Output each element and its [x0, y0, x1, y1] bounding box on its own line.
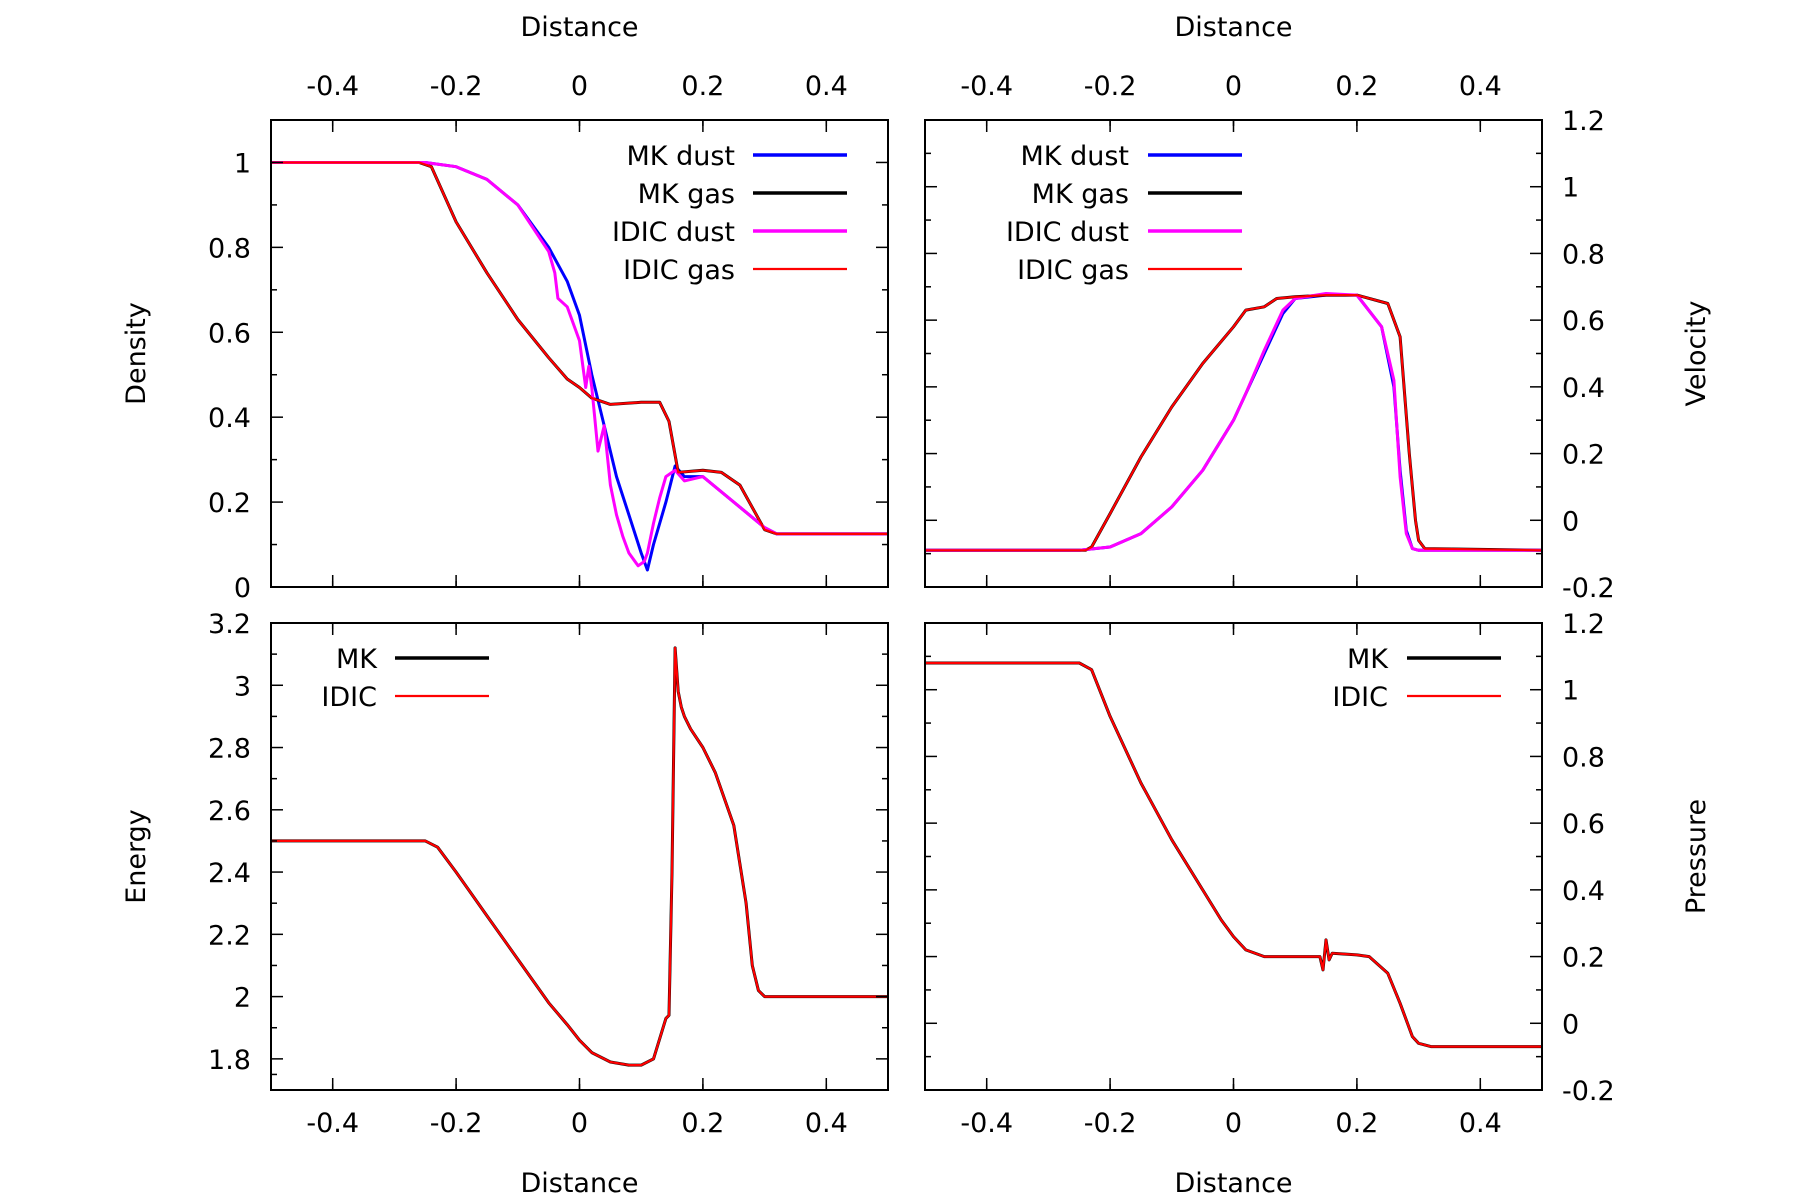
legend: MK dust MK gas IDIC dust IDIC gas — [1006, 141, 1242, 286]
series-line-idic — [271, 646, 888, 1067]
y-tick-label: 1.2 — [1562, 609, 1605, 640]
x-tick-label: -0.4 — [306, 71, 359, 102]
y-tick-label: 3.2 — [208, 609, 251, 640]
plot-frame — [924, 622, 1543, 1091]
series-line-mk-dust — [271, 161, 888, 572]
series-group — [925, 661, 1542, 1049]
y-tick-label: 1 — [1562, 173, 1579, 204]
x-tick-label: 0.2 — [1335, 71, 1378, 102]
y-axis-title: Density — [121, 302, 152, 405]
x-tick-label: 0.4 — [805, 1108, 848, 1139]
legend-label: IDIC gas — [1017, 255, 1129, 286]
y-tick-label: 2.4 — [208, 858, 251, 889]
panel-density: -0.4 -0.2 0 0.2 0.4 0 0.2 0.4 0.6 0.8 1 Distance Den… — [121, 12, 889, 604]
legend-label: MK dust — [1021, 141, 1130, 172]
panel-energy: -0.4 -0.2 0 0.2 0.4 1.8 2 2.2 2.4 2.6 2.8 3 3.2 Dista… — [121, 609, 889, 1199]
legend: MK IDIC — [1332, 644, 1501, 713]
series-line-idic-dust — [271, 161, 888, 568]
x-axis-title: Distance — [520, 1168, 638, 1199]
x-axis-title: Distance — [1174, 1168, 1292, 1199]
y-tick-label: 0.6 — [1562, 306, 1605, 337]
y-tick-label: 1.8 — [208, 1045, 251, 1076]
y-tick-label: 0.2 — [1562, 440, 1605, 471]
x-tick-label: -0.4 — [960, 1108, 1013, 1139]
legend-label: IDIC — [1332, 682, 1388, 713]
y-axis-title: Velocity — [1681, 301, 1712, 407]
y-axis-title: Pressure — [1681, 799, 1712, 914]
y-tick-label: -0.2 — [1562, 1076, 1615, 1107]
x-tick-label: -0.2 — [430, 1108, 483, 1139]
legend: MK dust MK gas IDIC dust IDIC gas — [612, 141, 847, 286]
plot-frame — [270, 119, 889, 588]
y-tick-label: -0.2 — [1562, 573, 1615, 604]
x-axis-title: Distance — [520, 12, 638, 43]
series-line-idic-dust — [925, 292, 1542, 552]
x-tick-label: 0.4 — [805, 71, 848, 102]
y-tick-label: 2 — [234, 983, 251, 1014]
x-tick-label: 0 — [571, 1108, 588, 1139]
x-tick-label: 0.2 — [681, 71, 724, 102]
y-tick-label: 0.8 — [1562, 742, 1605, 773]
series-group — [271, 646, 888, 1067]
y-tick-label: 3 — [234, 671, 251, 702]
y-tick-label: 2.2 — [208, 920, 251, 951]
series-line-idic-gas — [271, 161, 888, 536]
y-tick-label: 0 — [1562, 506, 1579, 537]
legend-label: MK — [336, 644, 378, 675]
x-tick-label: -0.2 — [430, 71, 483, 102]
x-tick-label: 0 — [1225, 71, 1242, 102]
legend-label: MK dust — [627, 141, 736, 172]
y-tick-label: 1 — [234, 148, 251, 179]
series-line-mk — [925, 661, 1542, 1049]
y-tick-label: 0.8 — [1562, 239, 1605, 270]
y-tick-label: 2.8 — [208, 734, 251, 765]
y-tick-label: 1 — [1562, 676, 1579, 707]
x-tick-label: 0.4 — [1459, 1108, 1502, 1139]
y-tick-label: 0.6 — [1562, 809, 1605, 840]
plot-frame — [924, 119, 1543, 588]
legend: MK IDIC — [321, 644, 489, 713]
x-tick-label: -0.2 — [1084, 71, 1137, 102]
y-tick-label: 0.6 — [208, 318, 251, 349]
series-group — [925, 292, 1542, 552]
series-line-idic — [925, 661, 1542, 1048]
legend-label: MK gas — [1032, 179, 1129, 210]
x-tick-label: 0 — [571, 71, 588, 102]
x-tick-label: -0.4 — [960, 71, 1013, 102]
x-tick-label: 0.2 — [1335, 1108, 1378, 1139]
x-tick-label: 0.2 — [681, 1108, 724, 1139]
y-tick-label: 1.2 — [1562, 106, 1605, 137]
y-tick-label: 0.2 — [208, 488, 251, 519]
y-tick-label: 2.6 — [208, 796, 251, 827]
legend-label: IDIC dust — [1006, 217, 1129, 248]
series-group — [271, 161, 888, 572]
y-axis-title: Energy — [121, 809, 152, 904]
legend-label: IDIC — [321, 682, 377, 713]
y-tick-label: 0.4 — [1562, 876, 1605, 907]
panel-velocity: -0.4 -0.2 0 0.2 0.4 -0.2 0 0.2 0.4 0.6 0.8 1 1.2 Dist… — [924, 12, 1712, 604]
y-tick-label: 0.2 — [1562, 943, 1605, 974]
y-tick-label: 0 — [234, 573, 251, 604]
legend-label: MK — [1347, 644, 1389, 675]
y-tick-label: 0 — [1562, 1009, 1579, 1040]
x-axis-title: Distance — [1174, 12, 1292, 43]
y-tick-label: 0.8 — [208, 233, 251, 264]
series-line-idic-gas — [925, 294, 1542, 552]
x-tick-label: 0 — [1225, 1108, 1242, 1139]
x-tick-label: -0.4 — [306, 1108, 359, 1139]
y-tick-label: 0.4 — [208, 403, 251, 434]
y-tick-label: 0.4 — [1562, 373, 1605, 404]
legend-label: IDIC gas — [623, 255, 735, 286]
x-tick-label: -0.2 — [1084, 1108, 1137, 1139]
legend-label: IDIC dust — [612, 217, 735, 248]
x-tick-label: 0.4 — [1459, 71, 1502, 102]
legend-label: MK gas — [638, 179, 735, 210]
panel-pressure: -0.4 -0.2 0 0.2 0.4 -0.2 0 0.2 0.4 0.6 0.8 1 1.2 Dist… — [924, 609, 1712, 1199]
